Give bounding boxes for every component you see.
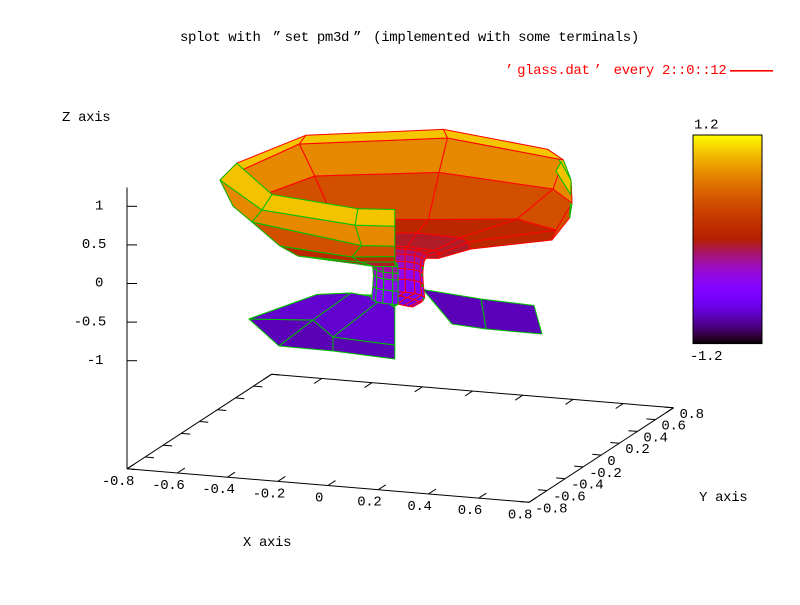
svg-text:0.5: 0.5 xyxy=(82,237,106,253)
svg-text:-0.4: -0.4 xyxy=(202,482,234,498)
svg-text:0.6: 0.6 xyxy=(458,503,482,519)
svg-text:-1: -1 xyxy=(87,353,103,369)
svg-text:0.8: 0.8 xyxy=(680,407,704,423)
svg-text:-0.6: -0.6 xyxy=(553,490,585,506)
svg-text:0.4: 0.4 xyxy=(643,430,667,446)
svg-text:-0.5: -0.5 xyxy=(74,314,106,330)
svg-text:0.8: 0.8 xyxy=(508,507,532,523)
svg-text:0.6: 0.6 xyxy=(661,419,685,435)
svg-text:1: 1 xyxy=(95,199,103,215)
svg-text:-0.6: -0.6 xyxy=(152,478,184,494)
svg-text:-1.2: -1.2 xyxy=(690,349,722,365)
svg-text:splot with ”set pm3d” (impleme: splot with ” set pm3d” (implemented with … xyxy=(180,30,639,46)
svg-text:-0.2: -0.2 xyxy=(253,486,285,502)
svg-text:Z axis: Z axis xyxy=(62,110,110,126)
svg-text:0: 0 xyxy=(607,454,615,470)
svg-text:X axis: X axis xyxy=(243,535,291,551)
svg-text:0.2: 0.2 xyxy=(357,495,381,511)
svg-text:-0.8: -0.8 xyxy=(535,501,567,517)
svg-text:0: 0 xyxy=(315,491,323,507)
svg-text:Y axis: Y axis xyxy=(699,490,747,506)
svg-text:0.4: 0.4 xyxy=(407,499,431,515)
svg-text:0: 0 xyxy=(95,276,103,292)
svg-text:’glass.dat’ every 2::0::12: ’ glass.dat’ every 2::0::12 xyxy=(505,63,726,79)
svg-text:-0.4: -0.4 xyxy=(571,478,603,494)
svg-text:-0.8: -0.8 xyxy=(102,474,134,490)
svg-text:1.2: 1.2 xyxy=(694,118,718,134)
svg-text:-0.2: -0.2 xyxy=(589,466,621,482)
svg-text:0.2: 0.2 xyxy=(625,442,649,458)
